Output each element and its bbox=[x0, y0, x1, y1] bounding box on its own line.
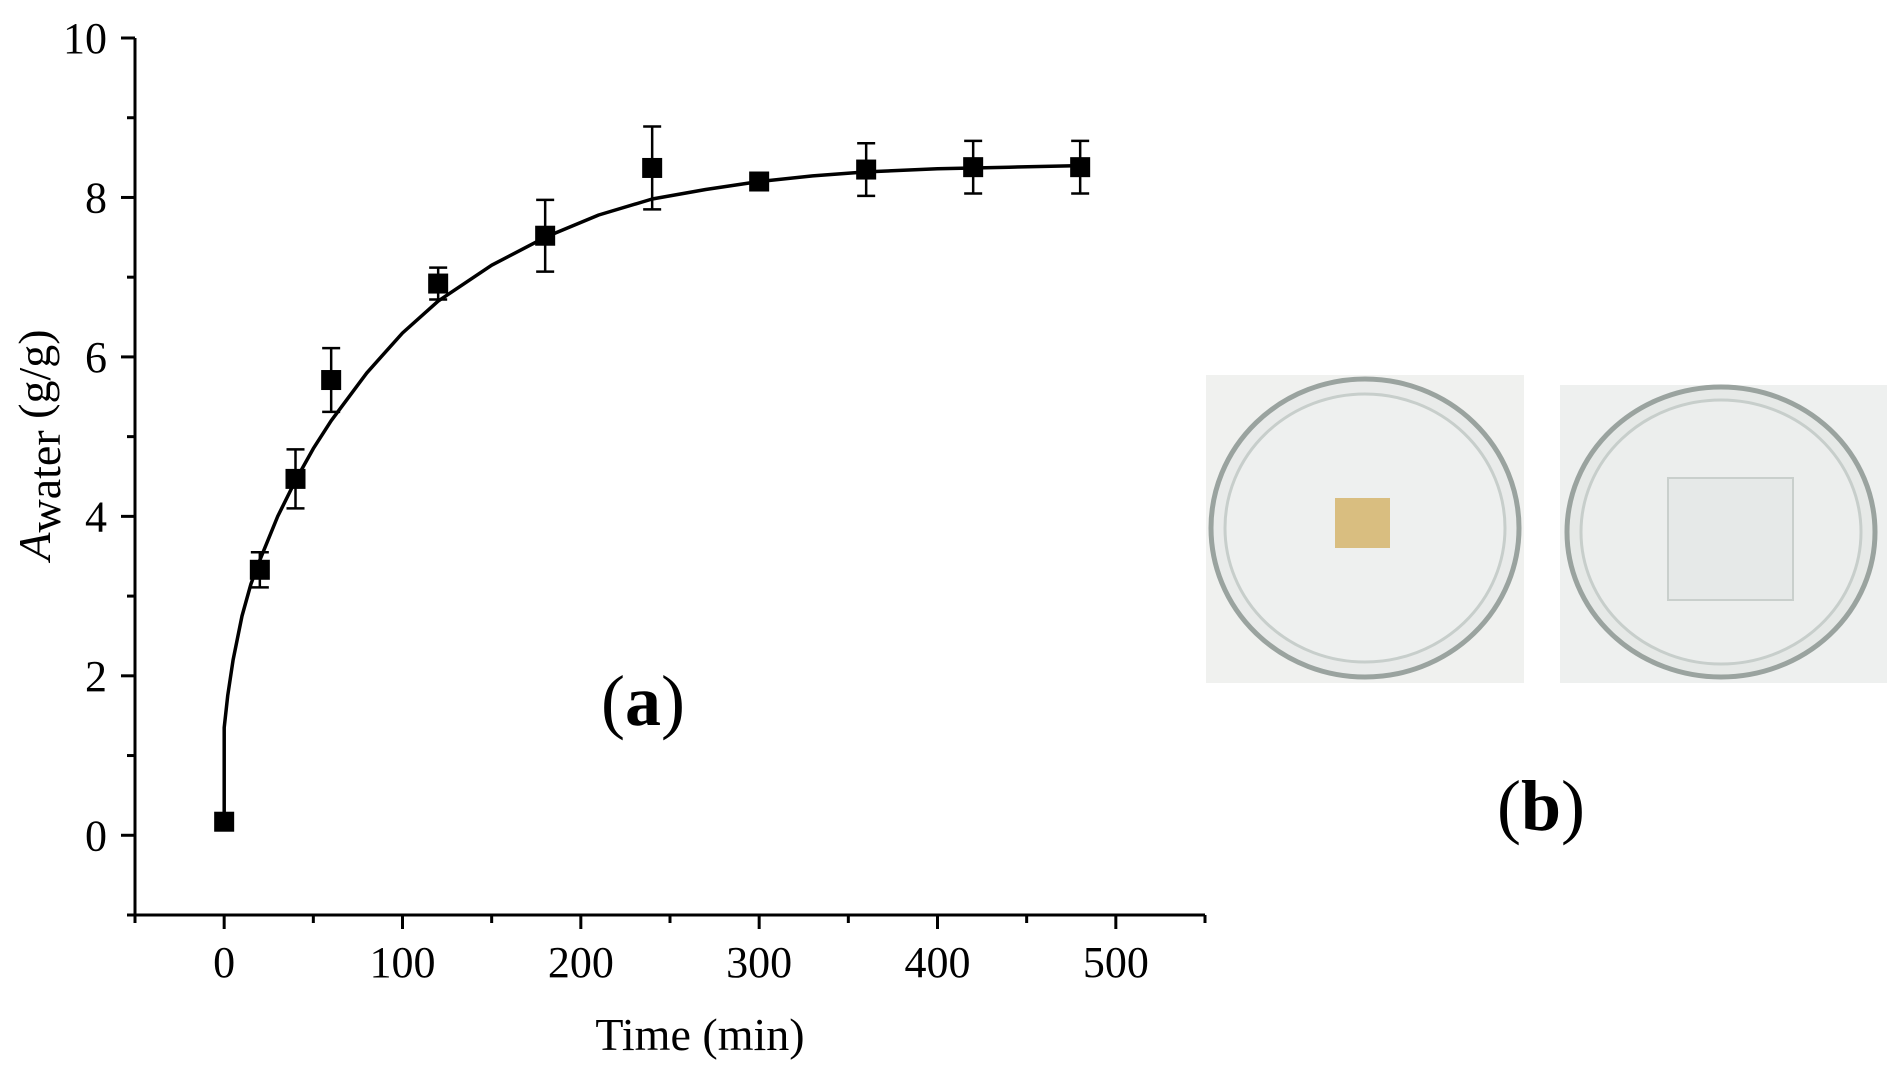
panel-label-b: (b) bbox=[1497, 766, 1585, 846]
fit-curve bbox=[222, 163, 1081, 822]
y-tick-label: 6 bbox=[85, 333, 107, 382]
y-axis-symbol: A bbox=[9, 532, 60, 564]
dry-sample-square bbox=[1335, 498, 1390, 548]
y-axis-subscript: water bbox=[19, 430, 70, 532]
y-tick-label: 4 bbox=[85, 492, 107, 541]
data-point bbox=[535, 225, 556, 246]
y-tick-label: 10 bbox=[63, 14, 107, 63]
data-point bbox=[428, 273, 449, 294]
x-tick-label: 0 bbox=[213, 938, 235, 987]
data-point bbox=[285, 468, 306, 489]
y-axis-title: Awater (g/g) bbox=[9, 329, 70, 563]
x-axis-title: Time (min) bbox=[595, 1009, 804, 1060]
x-tick-label: 400 bbox=[905, 938, 971, 987]
y-tick-label: 8 bbox=[85, 173, 107, 222]
data-point bbox=[642, 157, 663, 178]
data-point bbox=[963, 157, 984, 178]
panel-label-a: (a) bbox=[601, 661, 685, 741]
y-tick-label: 0 bbox=[85, 811, 107, 860]
data-point bbox=[321, 370, 342, 391]
data-point bbox=[1070, 157, 1091, 178]
x-tick-label: 500 bbox=[1083, 938, 1149, 987]
data-point bbox=[249, 559, 270, 580]
chart-panel-a: 0 100 200 300 400 500 0 2 4 6 8 10 Time (min) Awate… bbox=[9, 14, 1207, 1060]
fit-layer bbox=[222, 163, 1081, 822]
dry-sample-photo bbox=[1206, 375, 1524, 683]
y-tick-label: 2 bbox=[85, 652, 107, 701]
panel-label-b-text: (b) bbox=[1497, 766, 1585, 846]
data-point bbox=[749, 171, 770, 192]
axis-layer: 0 100 200 300 400 500 0 2 4 6 8 10 bbox=[63, 14, 1207, 987]
swollen-sample-photo bbox=[1560, 384, 1887, 683]
panel-label-a-text: (a) bbox=[601, 661, 685, 741]
point-layer bbox=[214, 157, 1091, 832]
x-tick-label: 300 bbox=[726, 938, 792, 987]
data-point bbox=[214, 811, 235, 832]
data-point bbox=[856, 159, 877, 180]
swollen-sample-square bbox=[1667, 477, 1794, 601]
y-axis-unit: (g/g) bbox=[9, 329, 60, 430]
x-tick-label: 200 bbox=[548, 938, 614, 987]
photos-panel-b: (b) bbox=[1206, 375, 1887, 846]
x-tick-label: 100 bbox=[370, 938, 436, 987]
